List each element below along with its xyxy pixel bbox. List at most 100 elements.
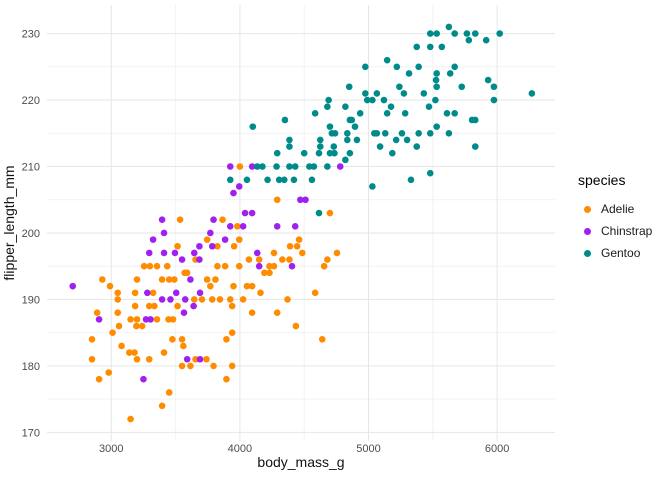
point-adelie (261, 269, 268, 277)
point-adelie (228, 302, 236, 310)
point-adelie (333, 249, 341, 257)
point-adelie (239, 296, 247, 303)
point-adelie (131, 289, 139, 297)
point-adelie (133, 276, 141, 283)
point-gentoo (342, 103, 349, 110)
point-gentoo (433, 30, 440, 37)
point-adelie (180, 342, 187, 350)
point-adelie (208, 296, 216, 303)
point-adelie (221, 262, 229, 270)
point-adelie (145, 355, 153, 363)
point-adelie (212, 276, 219, 283)
point-adelie (127, 316, 134, 323)
point-adelie (118, 342, 125, 350)
point-gentoo (343, 129, 351, 137)
legend-key-dot-gentoo (584, 249, 591, 257)
point-chinstrap (196, 242, 203, 250)
point-gentoo (346, 149, 354, 157)
point-adelie (298, 249, 306, 257)
point-gentoo (407, 176, 415, 184)
point-chinstrap (297, 196, 304, 204)
point-adelie (174, 242, 181, 250)
point-gentoo (249, 123, 257, 130)
grid-major-lines (47, 5, 555, 441)
legend-key-dot-adelie (584, 205, 591, 213)
point-gentoo (316, 136, 324, 144)
point-adelie (133, 355, 141, 363)
point-gentoo (458, 83, 466, 91)
point-adelie (88, 355, 96, 363)
point-adelie (114, 296, 122, 303)
point-adelie (270, 249, 278, 257)
point-adelie (243, 282, 251, 290)
point-chinstrap (239, 223, 247, 230)
point-adelie (273, 196, 281, 204)
point-gentoo (451, 63, 458, 71)
point-adelie (230, 282, 237, 290)
legend-label-gentoo: Gentoo (601, 246, 641, 260)
point-gentoo (463, 30, 471, 37)
point-gentoo (281, 116, 289, 124)
point-gentoo (445, 129, 453, 137)
point-gentoo (482, 36, 490, 44)
point-gentoo (315, 209, 323, 217)
point-adelie (324, 256, 331, 263)
point-gentoo (315, 149, 323, 157)
point-adelie (165, 276, 173, 283)
x-tick-label: 4000 (228, 443, 252, 455)
point-adelie (133, 316, 141, 323)
point-gentoo (484, 76, 492, 84)
y-tick-label: 230 (22, 29, 40, 41)
legend-item-chinstrap: Chinstrap (568, 220, 672, 242)
point-gentoo (300, 149, 308, 157)
point-gentoo (433, 83, 440, 91)
point-chinstrap (147, 316, 154, 323)
point-adelie (165, 389, 173, 396)
legend-label-chinstrap: Chinstrap (601, 224, 653, 238)
point-chinstrap (158, 216, 166, 223)
point-gentoo (286, 143, 293, 150)
point-gentoo (343, 136, 351, 144)
point-gentoo (392, 136, 400, 144)
point-adelie (286, 242, 294, 250)
point-adelie (160, 349, 168, 356)
point-chinstrap (230, 189, 237, 197)
point-chinstrap (241, 209, 249, 217)
point-chinstrap (273, 223, 281, 230)
point-chinstrap (248, 209, 256, 217)
point-gentoo (401, 110, 409, 117)
point-gentoo (226, 176, 234, 184)
point-adelie (93, 309, 101, 317)
legend-item-adelie: Adelie (568, 198, 672, 220)
point-chinstrap (172, 289, 180, 297)
point-gentoo (308, 176, 316, 184)
point-chinstrap (196, 256, 203, 263)
point-adelie (203, 355, 210, 363)
point-chinstrap (291, 223, 299, 230)
legend: species Adelie Chinstrap Gentoo (568, 171, 672, 264)
point-gentoo (326, 123, 334, 130)
point-gentoo (348, 116, 356, 124)
point-adelie (198, 296, 206, 303)
point-gentoo (273, 163, 280, 170)
point-gentoo (373, 129, 381, 137)
point-adelie (183, 269, 191, 277)
point-chinstrap (248, 163, 256, 170)
point-gentoo (432, 96, 439, 104)
point-adelie (219, 216, 226, 223)
point-gentoo (345, 83, 353, 91)
point-chinstrap (181, 296, 189, 303)
point-adelie (158, 402, 166, 410)
point-adelie (223, 375, 230, 383)
point-adelie (115, 322, 123, 330)
point-gentoo (331, 129, 339, 137)
point-adelie (163, 262, 171, 270)
point-adelie (178, 362, 186, 370)
point-gentoo (415, 129, 422, 137)
point-gentoo (387, 103, 395, 110)
point-adelie (153, 262, 161, 270)
point-gentoo (383, 56, 391, 64)
point-chinstrap (226, 223, 234, 230)
point-adelie (106, 282, 114, 290)
